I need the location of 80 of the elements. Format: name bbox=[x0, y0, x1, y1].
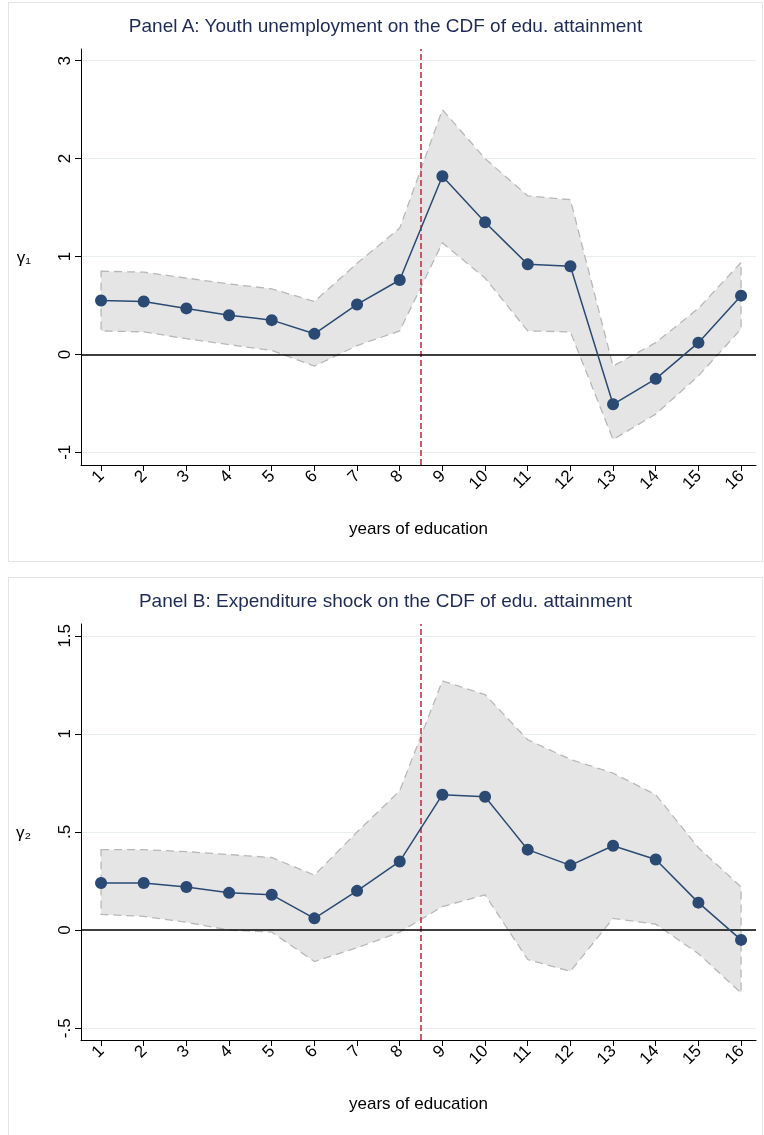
y-tick-label: 2 bbox=[55, 153, 74, 164]
point bbox=[393, 274, 406, 286]
y-tick-label: 3 bbox=[55, 56, 74, 66]
y-axis-title: γ₂ bbox=[15, 822, 31, 842]
x-tick-label: 11 bbox=[508, 466, 535, 493]
point bbox=[180, 302, 193, 315]
point bbox=[308, 327, 321, 340]
point bbox=[95, 877, 108, 890]
point bbox=[735, 289, 748, 302]
x-tick-label: 2 bbox=[130, 466, 151, 487]
x-tick-label: 3 bbox=[172, 466, 194, 487]
y-tick-label: 1.5 bbox=[55, 623, 74, 648]
x-tick-label: 16 bbox=[720, 466, 748, 494]
point bbox=[308, 912, 321, 925]
point bbox=[564, 260, 577, 273]
point bbox=[351, 298, 364, 311]
x-tick-label: 14 bbox=[635, 466, 663, 494]
y-tick-label: 0 bbox=[55, 349, 74, 360]
y-axis-title: γ₁ bbox=[16, 247, 32, 267]
x-tick-label: 9 bbox=[428, 1041, 450, 1062]
x-tick-label: 4 bbox=[215, 466, 236, 487]
x-tick-label: 9 bbox=[428, 466, 450, 487]
point bbox=[479, 790, 492, 803]
point bbox=[521, 258, 534, 271]
x-tick-label: 10 bbox=[464, 1041, 492, 1069]
y-tick-label: 1 bbox=[55, 729, 74, 739]
x-tick-label: 2 bbox=[130, 1041, 151, 1062]
point bbox=[607, 839, 620, 852]
y-tick-label: -1 bbox=[55, 444, 74, 460]
x-tick-label: 12 bbox=[550, 466, 578, 494]
point bbox=[479, 216, 492, 229]
x-tick-label: 12 bbox=[550, 1041, 578, 1069]
point bbox=[607, 398, 620, 411]
x-tick-label: 8 bbox=[386, 466, 407, 487]
chart-title: Panel B: Expenditure shock on the CDF of edu. attainment bbox=[138, 590, 633, 611]
point bbox=[265, 888, 278, 901]
point bbox=[649, 853, 662, 866]
x-tick-label: 14 bbox=[635, 1041, 663, 1069]
x-tick-label: 5 bbox=[258, 466, 279, 487]
point bbox=[95, 294, 108, 307]
x-tick-label: 13 bbox=[592, 466, 620, 494]
point bbox=[180, 880, 193, 893]
point bbox=[137, 295, 150, 308]
x-tick-label: 15 bbox=[678, 1041, 706, 1069]
x-tick-label: 6 bbox=[300, 466, 322, 487]
point bbox=[692, 896, 705, 909]
x-tick-label: 1 bbox=[87, 1041, 108, 1062]
point bbox=[351, 884, 364, 897]
x-axis-title: years of education bbox=[349, 519, 488, 538]
point bbox=[436, 170, 449, 183]
point bbox=[223, 309, 236, 322]
x-tick-label: 15 bbox=[678, 466, 706, 494]
point bbox=[223, 886, 236, 899]
y-tick-label: 0 bbox=[55, 925, 74, 935]
point bbox=[137, 877, 150, 890]
point bbox=[692, 336, 705, 349]
x-tick-label: 7 bbox=[343, 1041, 364, 1062]
point bbox=[735, 933, 748, 946]
x-tick-label: 1 bbox=[87, 466, 108, 487]
x-tick-label: 7 bbox=[343, 466, 364, 487]
point bbox=[436, 788, 449, 801]
y-tick-label: -.5 bbox=[55, 1018, 74, 1039]
x-tick-label: 3 bbox=[172, 1041, 194, 1062]
x-axis-title: years of education bbox=[349, 1094, 488, 1113]
point bbox=[521, 843, 534, 856]
x-tick-label: 4 bbox=[215, 1041, 236, 1062]
x-tick-label: 16 bbox=[720, 1041, 748, 1069]
x-tick-label: 10 bbox=[464, 466, 492, 494]
x-tick-label: 11 bbox=[508, 1041, 535, 1068]
point bbox=[649, 372, 662, 385]
point bbox=[265, 314, 278, 327]
x-tick-label: 6 bbox=[300, 1041, 322, 1062]
point bbox=[393, 855, 406, 868]
x-tick-label: 13 bbox=[592, 1041, 620, 1069]
y-tick-label: .5 bbox=[55, 824, 74, 840]
chart-title: Panel A: Youth unemployment on the CDF of edu. attainment bbox=[128, 15, 643, 36]
x-tick-label: 8 bbox=[386, 1041, 407, 1062]
y-tick-label: 1 bbox=[55, 251, 74, 262]
x-tick-label: 5 bbox=[258, 1041, 279, 1062]
point bbox=[564, 859, 577, 872]
